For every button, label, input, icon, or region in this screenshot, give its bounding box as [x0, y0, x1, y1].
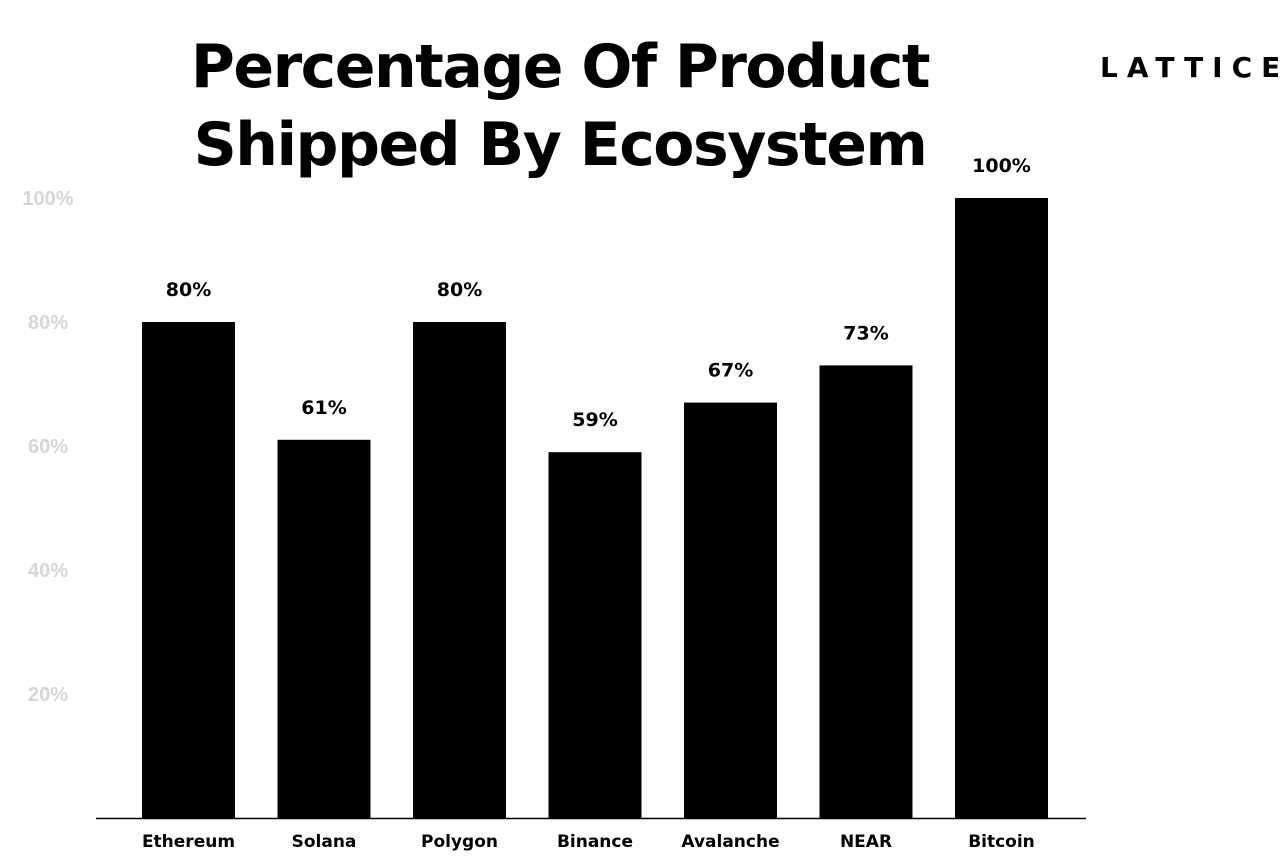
bar-near [819, 365, 913, 818]
value-label-solana: 61% [301, 397, 346, 419]
x-tick-label-ethereum: Ethereum [142, 832, 235, 852]
chart-title-line-1: Percentage Of Product [190, 32, 931, 102]
value-labels: 80% 61% 80% 59% 67% 73% 100% [166, 155, 1031, 431]
bar-binance [548, 452, 642, 818]
bar-solana [277, 439, 371, 818]
y-axis-ticks: 20% 40% 60% 80% 100% [22, 188, 73, 706]
bar-ethereum [142, 322, 235, 818]
x-tick-label-near: NEAR [840, 832, 892, 852]
chart-title-line-2: Shipped By Ecosystem [193, 110, 928, 180]
y-tick-label-80: 80% [28, 312, 68, 334]
x-axis-ticks: Ethereum Solana Polygon Binance Avalanche NEA… [142, 832, 1035, 852]
value-label-avalanche: 67% [708, 360, 753, 382]
x-tick-label-avalanche: Avalanche [681, 832, 779, 852]
value-label-ethereum: 80% [166, 279, 211, 301]
x-tick-label-bitcoin: Bitcoin [968, 832, 1035, 852]
x-tick-label-polygon: Polygon [421, 832, 498, 852]
bar-polygon [413, 322, 506, 818]
value-label-binance: 59% [572, 409, 617, 431]
bars [142, 198, 1048, 818]
bar-bitcoin [955, 198, 1048, 818]
x-tick-label-binance: Binance [557, 832, 633, 852]
y-tick-label-20: 20% [28, 684, 68, 706]
value-label-bitcoin: 100% [972, 155, 1031, 177]
value-label-polygon: 80% [437, 279, 482, 301]
y-tick-label-40: 40% [28, 560, 68, 582]
bar-avalanche [684, 402, 777, 818]
x-tick-label-solana: Solana [292, 832, 357, 852]
chart-title: Percentage Of Product Shipped By Ecosyst… [130, 28, 990, 184]
brand-logo: LATTICE [1100, 51, 1278, 84]
y-tick-label-100: 100% [22, 188, 73, 210]
y-tick-label-60: 60% [28, 436, 68, 458]
value-label-near: 73% [843, 322, 888, 344]
